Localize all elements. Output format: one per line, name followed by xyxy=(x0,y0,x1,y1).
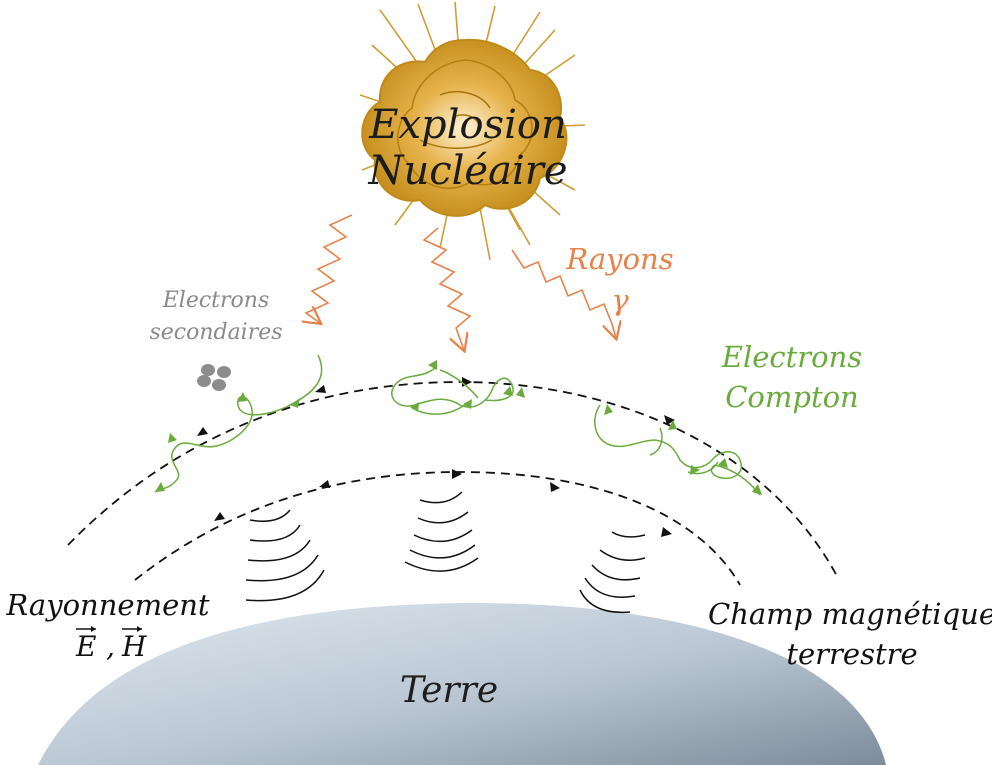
em-wave-arcs-left xyxy=(245,509,325,602)
field-label-line1: Champ magnétique xyxy=(708,597,992,631)
explosion-icon xyxy=(359,1,586,261)
radiation-field-vectors: E , H xyxy=(75,626,147,663)
electric-field-symbol: E xyxy=(75,630,96,663)
earth-label: Terre xyxy=(400,670,498,711)
field-separator: , xyxy=(106,630,115,663)
compton-label-line1: Electrons xyxy=(721,340,862,374)
outer-field-line xyxy=(67,381,839,579)
gamma-label-line2: γ xyxy=(611,283,629,317)
secondary-electrons-label-line2: secondaires xyxy=(149,320,282,345)
earth xyxy=(38,603,886,765)
gamma-ray-middle xyxy=(422,227,472,350)
compton-electron-paths xyxy=(154,354,761,496)
magnetic-field-symbol: H xyxy=(121,630,147,663)
magnetic-field-lines xyxy=(67,381,839,586)
explosion-label-line1: Explosion xyxy=(368,102,566,148)
compton-electron-arrows xyxy=(155,360,762,495)
secondary-electrons-label-line1: Electrons xyxy=(162,288,270,313)
gamma-ray-left xyxy=(306,214,353,323)
gamma-rays xyxy=(306,214,616,350)
gamma-ray-right xyxy=(511,249,616,338)
inner-field-line xyxy=(134,471,741,586)
secondary-electrons-icon xyxy=(197,364,231,391)
field-line-arrows xyxy=(197,377,675,537)
em-wave-arcs-middle xyxy=(404,491,479,572)
field-label-line2: terrestre xyxy=(786,637,917,671)
radiation-label: Rayonnement xyxy=(5,588,209,622)
gamma-label-line1: Rayons xyxy=(565,242,673,276)
em-wave-arcs-right xyxy=(579,531,646,614)
compton-label-line2: Compton xyxy=(725,380,859,414)
explosion-label-line2: Nucléaire xyxy=(367,148,567,194)
